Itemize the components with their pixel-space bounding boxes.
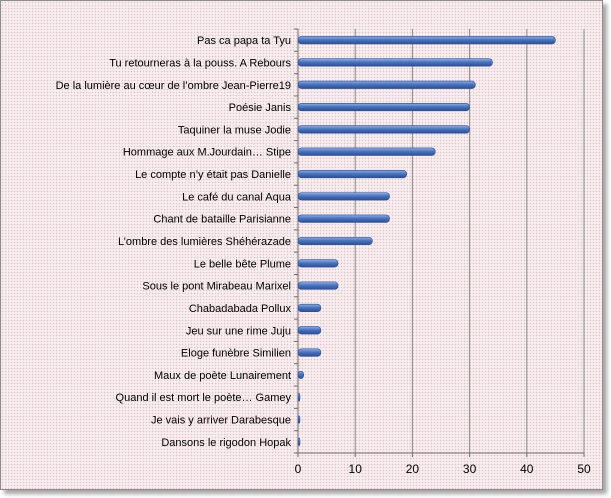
bar <box>297 147 436 156</box>
bar <box>297 170 407 179</box>
bar <box>297 370 305 379</box>
bar <box>297 125 470 134</box>
bar <box>297 259 339 268</box>
category-label: Tu retourneras à la pouss. A Rebours <box>109 57 291 69</box>
category-label: Le compte n’y était pas Danielle <box>135 169 291 181</box>
bar <box>297 103 470 112</box>
bar <box>297 80 476 89</box>
bar <box>297 281 339 290</box>
bar <box>297 437 301 446</box>
chart-frame: Pas ca papa ta Tyu Tu retourneras à la po… <box>0 0 603 490</box>
category-label: Maux de poète Lunairement <box>154 370 291 382</box>
bar <box>297 303 322 312</box>
bars <box>297 36 556 446</box>
bar <box>297 58 493 67</box>
x-tick-label: 50 <box>577 462 591 476</box>
grid-lines <box>354 29 585 453</box>
category-label: Sous le pont Mirabeau Marixel <box>142 281 291 293</box>
x-tick-label: 10 <box>349 462 363 476</box>
category-label: Dansons le rigodon Hopak <box>161 437 291 449</box>
category-label: Je vais y arriver Darabesque <box>151 415 291 427</box>
x-tick-labels: 0 10 20 30 40 50 <box>295 462 591 476</box>
bar <box>297 393 301 402</box>
bar <box>297 36 556 45</box>
x-tick-label: 30 <box>463 462 477 476</box>
category-label: L’ombre des lumières Shéhérazade <box>118 236 291 248</box>
category-label: Hommage aux M.Jourdain… Stipe <box>123 147 291 159</box>
bar <box>297 236 373 246</box>
category-label: Chant de bataille Parisianne <box>153 214 291 226</box>
bar <box>297 348 322 357</box>
category-label: Eloge funèbre Similien <box>181 348 291 360</box>
bar-chart: Pas ca papa ta Tyu Tu retourneras à la po… <box>56 28 591 476</box>
category-label: Quand il est mort le poète… Gamey <box>116 392 292 404</box>
bar <box>297 214 390 223</box>
x-tick-label: 20 <box>406 462 420 476</box>
category-label: Jeu sur une rime Juju <box>186 325 291 337</box>
category-labels: Pas ca papa ta Tyu Tu retourneras à la po… <box>56 35 292 449</box>
category-label: De la lumière au cœur de l’ombre Jean-Pi… <box>56 80 291 92</box>
category-label: Poésie Janis <box>229 102 292 114</box>
category-label: Taquiner la muse Jodie <box>178 124 291 136</box>
bar <box>297 415 301 424</box>
category-label: Chabadabada Pollux <box>189 303 292 315</box>
bar <box>297 326 322 335</box>
category-label: Le belle bête Plume <box>194 258 291 270</box>
category-label: Le café du canal Aqua <box>182 191 292 203</box>
category-label: Pas ca papa ta Tyu <box>197 35 291 47</box>
x-tick-label: 40 <box>520 462 534 476</box>
x-tick-label: 0 <box>295 462 302 476</box>
bar <box>297 192 390 201</box>
